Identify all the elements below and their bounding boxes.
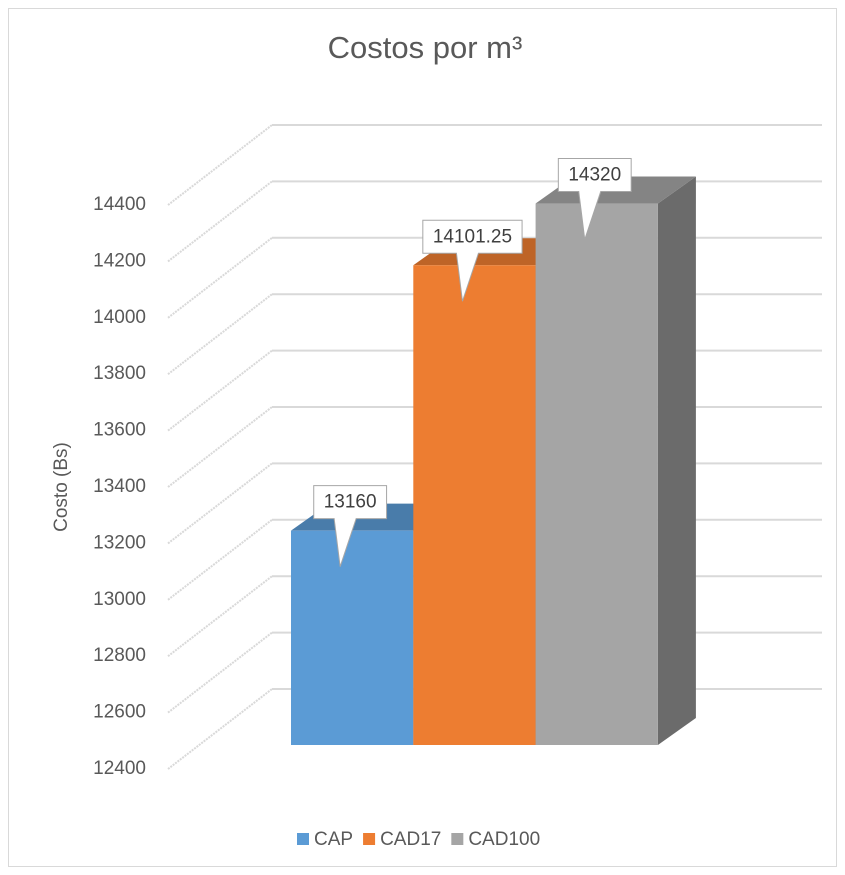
legend-label: CAP [314, 829, 353, 850]
grid-line-side [167, 124, 273, 206]
data-label: 14101.25 [433, 226, 512, 247]
grid-line-side [167, 293, 273, 375]
y-tick-label: 12800 [93, 645, 146, 666]
data-label-callout [313, 485, 388, 567]
y-tick-label: 13400 [93, 476, 146, 497]
y-tick-label: 14000 [93, 307, 146, 328]
legend-label: CAD17 [380, 829, 441, 850]
y-tick-label: 14200 [93, 250, 146, 271]
legend-swatch [451, 833, 464, 845]
legend-swatch [297, 833, 309, 845]
bar [413, 265, 536, 745]
legend-swatch [363, 833, 376, 845]
legend-label: CAD100 [468, 829, 540, 850]
grid-line-side [167, 462, 273, 545]
data-label: 13160 [324, 492, 377, 513]
data-label-callout [557, 158, 632, 240]
y-tick-label: 13200 [93, 532, 146, 553]
y-tick-label: 12400 [93, 758, 146, 779]
y-tick-label: 14400 [93, 194, 146, 215]
y-tick-label: 13600 [93, 420, 146, 441]
bar [291, 530, 414, 745]
grid-line-side [167, 688, 273, 770]
grid-line-side [167, 631, 273, 714]
grid-line-side [167, 406, 273, 488]
grid-line-side [167, 237, 273, 319]
y-tick-label: 13800 [93, 363, 146, 384]
y-axis-title: Costo (Bs) [51, 442, 72, 532]
data-label: 14320 [568, 165, 621, 186]
data-label-callout [422, 219, 523, 302]
grid-line-side [167, 519, 273, 601]
grid-line-side [167, 575, 273, 657]
grid-line-side [167, 180, 273, 263]
y-tick-label: 12600 [93, 702, 146, 723]
bar [535, 203, 658, 745]
chart-title: Costos por m³ [328, 30, 523, 65]
y-tick-label: 13000 [93, 589, 146, 610]
bar-side [657, 176, 696, 745]
grid-line-side [167, 349, 273, 432]
